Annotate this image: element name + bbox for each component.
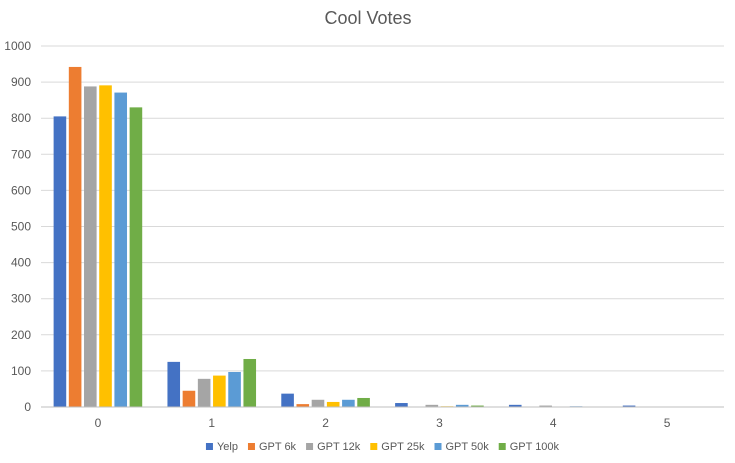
bar-gpt-100k-2 <box>357 397 370 407</box>
x-tick-label: 4 <box>550 416 557 430</box>
y-tick-label: 800 <box>11 111 31 125</box>
legend-swatch <box>434 443 442 450</box>
bar-gpt-100k-3 <box>471 405 484 407</box>
y-tick-label: 300 <box>11 292 31 306</box>
bar-yelp-3 <box>395 403 408 407</box>
y-tick-label: 400 <box>11 256 31 270</box>
legend-label: Yelp <box>217 441 238 453</box>
x-tick-label: 1 <box>208 416 215 430</box>
bar-gpt-12k-4 <box>539 405 552 407</box>
bar-gpt-6k-0 <box>68 66 82 408</box>
x-tick-label: 5 <box>664 416 671 430</box>
legend-item: GPT 12k <box>306 441 361 453</box>
bars <box>53 66 697 408</box>
x-axis: 0 1 2 3 4 5 <box>95 416 671 430</box>
bar-gpt-12k-3 <box>425 404 439 407</box>
bar-yelp-5 <box>622 405 636 407</box>
legend-swatch <box>306 443 314 450</box>
legend-item: GPT 25k <box>370 441 425 453</box>
legend-item: Yelp <box>205 441 238 453</box>
bar-gpt-100k-0 <box>129 107 143 408</box>
legend-item: GPT 100k <box>498 441 560 453</box>
legend-label: GPT 100k <box>510 441 560 453</box>
legend-label: GPT 6k <box>259 441 297 453</box>
bar-gpt-25k-1 <box>213 375 226 407</box>
bar-yelp-1 <box>167 361 181 407</box>
legend-swatch <box>205 443 213 450</box>
bar-gpt-50k-3 <box>455 404 469 407</box>
y-tick-label: 200 <box>11 328 31 342</box>
legend-swatch <box>247 443 255 450</box>
bar-gpt-25k-2 <box>326 401 340 407</box>
legend: Yelp GPT 6k GPT 12k GPT 25k GPT 50k GPT 100k <box>205 441 560 453</box>
bar-gpt-25k-0 <box>99 85 112 407</box>
bar-yelp-0 <box>53 116 67 408</box>
x-tick-label: 2 <box>322 416 329 430</box>
bar-gpt-12k-2 <box>311 399 325 407</box>
legend-swatch <box>498 443 506 450</box>
bar-gpt-6k-1 <box>182 390 196 407</box>
bar-gpt-50k-2 <box>342 399 355 407</box>
x-tick-label: 3 <box>436 416 443 430</box>
legend-label: GPT 50k <box>446 441 490 453</box>
legend-swatch <box>370 443 378 450</box>
bar-yelp-2 <box>281 393 294 407</box>
y-tick-label: 0 <box>24 400 31 414</box>
legend-label: GPT 12k <box>317 441 361 453</box>
y-tick-label: 900 <box>11 75 31 89</box>
bar-gpt-100k-1 <box>243 358 257 407</box>
chart-title: Cool Votes <box>324 8 411 28</box>
legend-item: GPT 6k <box>247 441 297 453</box>
x-tick-label: 0 <box>95 416 102 430</box>
legend-item: GPT 50k <box>434 441 490 453</box>
bar-gpt-50k-1 <box>228 371 241 407</box>
legend-label: GPT 25k <box>381 441 425 453</box>
y-tick-label: 500 <box>11 220 31 234</box>
bar-gpt-50k-0 <box>114 92 128 407</box>
grid-layer <box>41 45 724 372</box>
bar-gpt-6k-2 <box>296 404 310 407</box>
bar-gpt-12k-0 <box>84 86 97 407</box>
y-tick-label: 600 <box>11 183 31 197</box>
y-tick-label: 1000 <box>4 39 31 53</box>
bar-yelp-4 <box>508 404 522 407</box>
bar-gpt-12k-1 <box>197 378 211 407</box>
y-axis: 0 100 200 300 400 500 600 700 800 900 1000 <box>4 39 31 414</box>
y-tick-label: 700 <box>11 147 31 161</box>
y-tick-label: 100 <box>11 364 31 378</box>
